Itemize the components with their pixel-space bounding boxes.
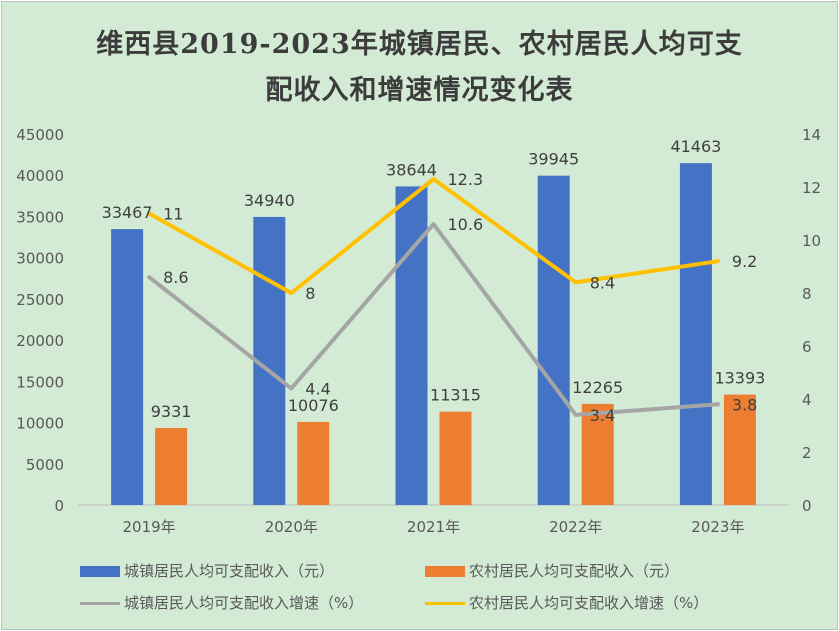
legend-label-urban-income: 城镇居民人均可支配收入（元） (124, 562, 335, 580)
data-label-rural-growth: 11 (163, 205, 183, 224)
y-right-tick-label: 10 (802, 232, 821, 250)
data-label-rural-growth: 12.3 (448, 170, 484, 189)
data-label-rural-income: 10076 (288, 396, 339, 415)
line-urban-growth (147, 222, 720, 417)
data-label-rural-growth: 8 (305, 284, 315, 303)
bar-rural-income (155, 428, 188, 505)
y-right-tick-label: 4 (802, 391, 812, 409)
bar-urban-income (679, 163, 712, 506)
legend-swatch-rural-growth (425, 602, 465, 605)
x-tick-label: 2022年 (549, 518, 602, 536)
data-label-urban-growth: 3.8 (732, 395, 757, 414)
data-label-urban-income: 41463 (670, 137, 721, 156)
y-left-tick-label: 25000 (16, 291, 64, 309)
x-tick-label: 2020年 (265, 518, 318, 536)
data-label-urban-growth: 8.6 (163, 268, 188, 287)
legend-swatch-urban-growth (80, 602, 120, 605)
legend-item-urban-income: 城镇居民人均可支配收入（元） (80, 560, 334, 581)
legend-label-rural-growth: 农村居民人均可支配收入增速（%） (469, 594, 709, 612)
data-label-urban-growth: 3.4 (590, 406, 615, 425)
y-right-tick-label: 2 (802, 444, 812, 462)
legend-item-rural-growth: 农村居民人均可支配收入增速（%） (425, 592, 708, 613)
data-label-rural-income: 11315 (430, 386, 481, 405)
bar-rural-income (723, 394, 756, 505)
bar-rural-income (581, 403, 614, 505)
y-left-tick-label: 5000 (26, 456, 64, 474)
chart-title-line1: 维西县2019-2023年城镇居民、农村居民人均可支 (96, 29, 743, 60)
bar-urban-income (537, 175, 570, 505)
y-left-tick-label: 35000 (16, 208, 64, 226)
data-label-urban-income: 34940 (244, 191, 295, 210)
data-label-rural-income: 13393 (714, 369, 765, 388)
legend-item-rural-income: 农村居民人均可支配收入（元） (425, 560, 679, 581)
data-label-rural-income: 12265 (572, 378, 623, 397)
bar-rural-income (297, 421, 330, 505)
line-rural-growth (147, 177, 720, 295)
y-right-tick-label: 14 (802, 126, 821, 144)
bar-urban-income (111, 229, 144, 505)
data-label-urban-income: 33467 (102, 203, 153, 222)
data-label-urban-growth: 10.6 (448, 215, 484, 234)
y-right-tick-label: 6 (802, 338, 812, 356)
chart-title-line2: 配收入和增速情况变化表 (265, 75, 574, 106)
y-left-tick-label: 20000 (16, 332, 64, 350)
y-right-tick-label: 12 (802, 179, 821, 197)
y-right-tick-label: 8 (802, 285, 812, 303)
y-left-tick-label: 30000 (16, 250, 64, 268)
x-tick-label: 2019年 (123, 518, 176, 536)
legend-swatch-rural-income (425, 566, 465, 577)
data-label-rural-growth: 8.4 (590, 273, 615, 292)
data-label-urban-income: 38644 (386, 160, 437, 179)
y-right-tick-label: 0 (802, 497, 812, 515)
legend-swatch-urban-income (80, 566, 120, 577)
data-label-rural-growth: 9.2 (732, 252, 757, 271)
bar-rural-income (439, 411, 472, 505)
legend-label-urban-growth: 城镇居民人均可支配收入增速（%） (124, 594, 364, 612)
data-label-urban-income: 39945 (528, 150, 579, 169)
legend-item-urban-growth: 城镇居民人均可支配收入增速（%） (80, 592, 363, 613)
y-left-tick-label: 10000 (16, 415, 64, 433)
x-tick-label: 2023年 (691, 518, 744, 536)
data-label-urban-growth: 4.4 (305, 379, 330, 398)
y-left-tick-label: 15000 (16, 373, 64, 391)
y-left-tick-label: 45000 (16, 126, 64, 144)
y-left-tick-label: 0 (54, 497, 64, 515)
legend-label-rural-income: 农村居民人均可支配收入（元） (469, 562, 680, 580)
x-tick-label: 2021年 (407, 518, 460, 536)
y-left-tick-label: 40000 (16, 167, 64, 185)
data-label-rural-income: 9331 (151, 402, 192, 421)
